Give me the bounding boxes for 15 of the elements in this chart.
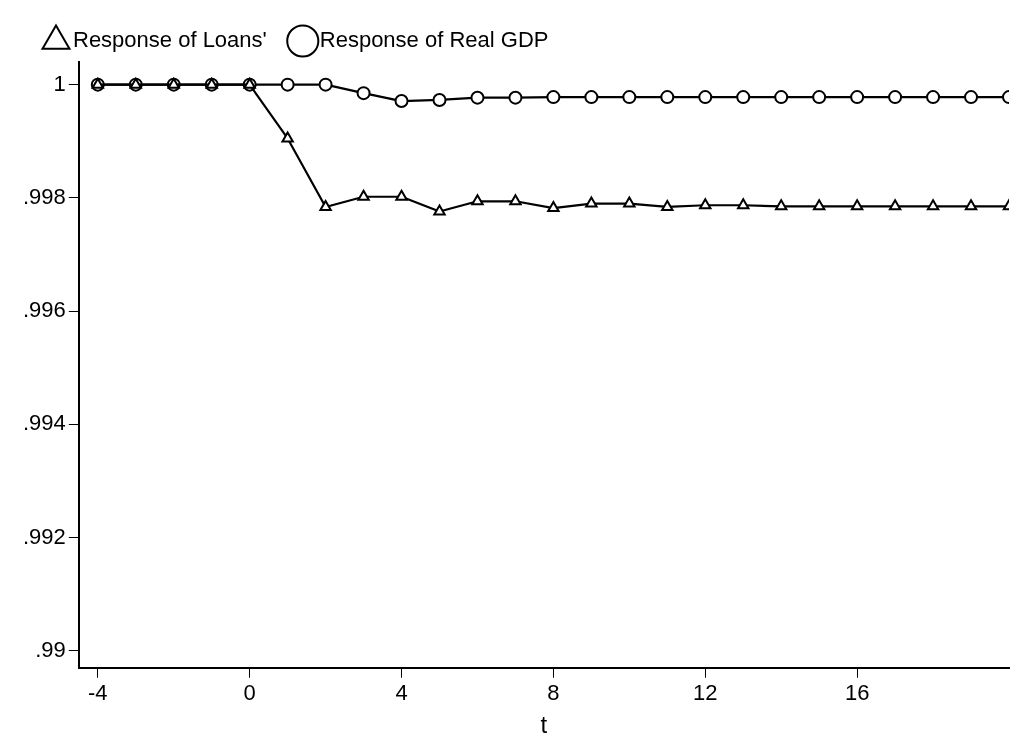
y-tick-label: .998 — [22, 183, 66, 209]
x-tick-label: 16 — [844, 680, 870, 706]
x-tick-label: 12 — [693, 680, 718, 706]
legend-label: Response of Real GDP — [319, 27, 549, 53]
legend-label: Response of Loans' — [73, 27, 267, 53]
y-tick-label: .996 — [22, 297, 66, 323]
y-tick-label: .99 — [35, 636, 66, 662]
y-tick-label: .992 — [22, 523, 66, 549]
x-axis-title: t — [540, 711, 548, 739]
y-tick-label: 1 — [53, 70, 66, 96]
y-tick-label: .994 — [22, 410, 66, 436]
x-tick-label: 8 — [547, 680, 560, 706]
x-tick-label: -4 — [88, 680, 108, 706]
x-tick-label: 4 — [395, 680, 408, 706]
x-tick-label: 0 — [243, 680, 256, 706]
